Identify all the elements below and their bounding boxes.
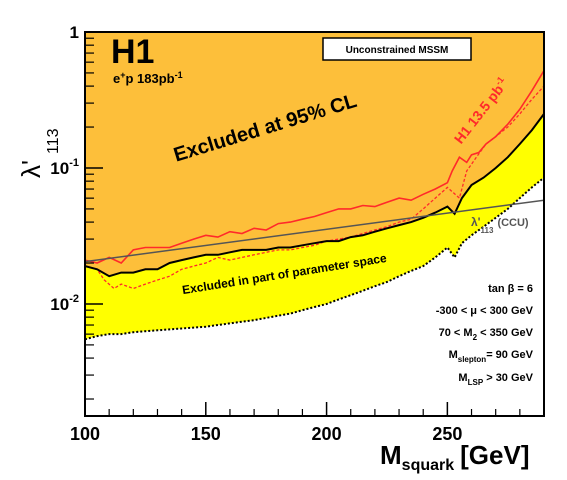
param-line: MLSP > 30 GeV	[458, 372, 533, 387]
param-line: 70 < M2 < 350 GeV	[439, 327, 534, 342]
series-line-red-dotted	[85, 85, 544, 290]
series-line-black-solid	[85, 113, 544, 278]
series-line-black-dotted	[85, 176, 544, 341]
param-line: Mslepton= 90 GeV	[449, 349, 534, 364]
parameter-list: tan β = 6 -300 < μ < 300 GeV 70 < M2 < 350…	[436, 283, 534, 387]
y-tick-label: 10-1	[50, 157, 79, 178]
series-line-grey-solid	[85, 199, 544, 263]
series-layer	[85, 70, 544, 341]
x-tick-label: 250	[432, 424, 462, 444]
plot-frame	[84, 31, 545, 417]
partial-exclusion-region	[85, 113, 544, 340]
box-label: Unconstrained MSSM	[346, 45, 449, 56]
x-ticks: 100 150 200 250	[70, 402, 545, 444]
chart-title: H1	[111, 33, 154, 71]
x-tick-label: 200	[312, 424, 342, 444]
x-tick-label: 100	[70, 424, 100, 444]
series-line-red-solid	[85, 70, 544, 264]
y-tick-label: 1	[70, 23, 79, 42]
box-label-frame	[322, 37, 472, 61]
param-line: -300 < μ < 300 GeV	[436, 305, 534, 317]
y-axis-label: λ'113	[16, 128, 62, 178]
y-tick-label: 10-2	[50, 293, 79, 314]
param-line: tan β = 6	[488, 283, 533, 295]
x-tick-label: 150	[191, 424, 221, 444]
x-axis-label: Msquark [GeV]	[380, 440, 529, 474]
ccu-label: λ'113(CCU)	[471, 215, 529, 235]
y-ticks: 1 10-1 10-2	[50, 23, 103, 400]
chart-subtitle: e+p 183pb-1	[113, 70, 183, 86]
